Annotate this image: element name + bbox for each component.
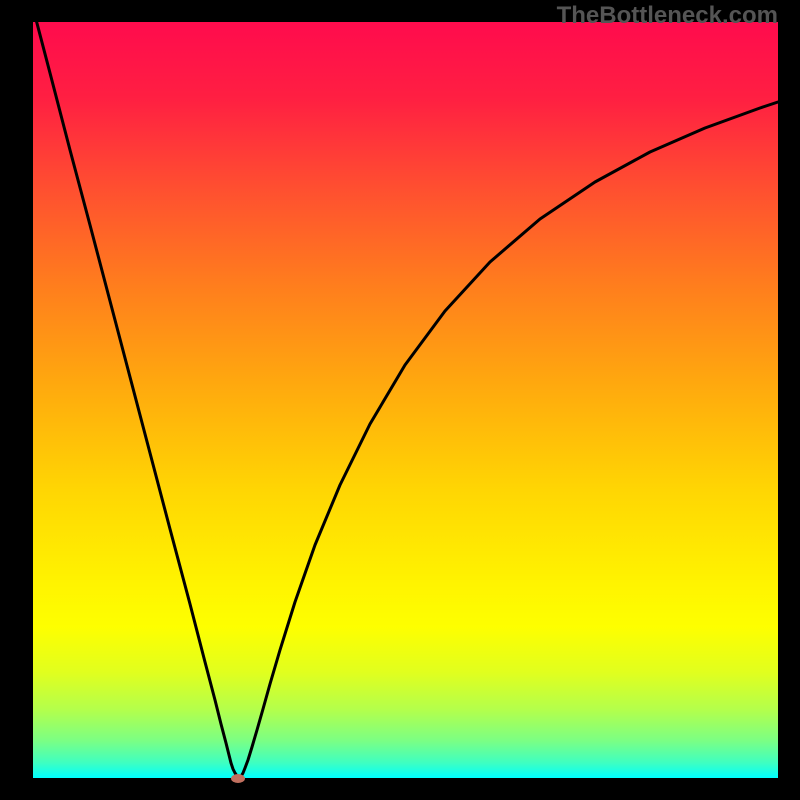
gradient-plot-area [33,22,778,778]
watermark-text: TheBottleneck.com [557,2,778,30]
minimum-marker [231,774,245,783]
figure-container: TheBottleneck.com [0,0,800,800]
